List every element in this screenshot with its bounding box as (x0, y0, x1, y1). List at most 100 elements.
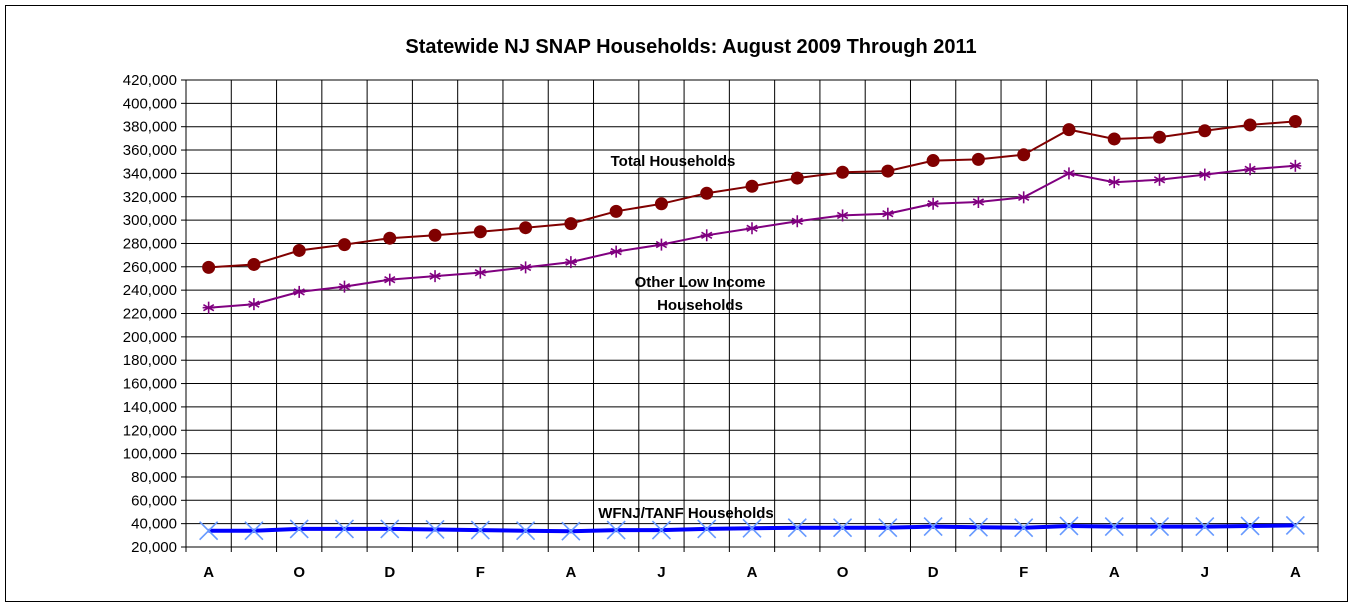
chart-frame (5, 5, 1348, 602)
point-tanf (561, 521, 581, 541)
point-tanf (244, 521, 264, 541)
x-tick-label: J (657, 564, 665, 581)
series-total (202, 114, 1302, 274)
y-tick-label: 60,000 (131, 492, 177, 509)
point-tanf (1149, 517, 1170, 537)
y-tick-label: 80,000 (131, 469, 177, 486)
point-total (1107, 132, 1121, 146)
point-total (428, 228, 442, 242)
y-tick-label: 100,000 (123, 446, 177, 463)
point-other (972, 196, 985, 209)
point-other (791, 215, 804, 228)
y-tick-label: 380,000 (123, 119, 177, 136)
annotation-other-low-income-line2: Households (657, 297, 743, 314)
point-other (655, 238, 668, 251)
point-total (473, 225, 487, 239)
point-tanf (1240, 516, 1260, 536)
point-other (927, 197, 940, 210)
point-tanf (380, 519, 400, 539)
point-other (1108, 176, 1121, 189)
x-tick-label: A (565, 564, 576, 581)
point-tanf (697, 519, 717, 539)
point-tanf (742, 518, 762, 538)
grid (181, 79, 1319, 552)
series-group (199, 114, 1305, 541)
x-tick-label: D (384, 564, 395, 581)
point-other (1289, 159, 1302, 172)
point-tanf (1059, 516, 1079, 536)
series-tanf (199, 515, 1305, 541)
point-tanf (516, 521, 536, 541)
point-tanf (968, 517, 988, 537)
point-total (383, 231, 397, 245)
point-tanf (1285, 515, 1305, 535)
point-other (1153, 173, 1166, 186)
y-tick-label: 360,000 (123, 142, 177, 159)
y-tick-label: 420,000 (123, 72, 177, 89)
y-tick-label: 300,000 (123, 212, 177, 229)
x-tick-label: F (1019, 564, 1028, 581)
y-tick-label: 140,000 (123, 399, 177, 416)
y-tick-label: 200,000 (123, 329, 177, 346)
series-other (202, 159, 1302, 314)
annotation-total-households: Total Households (611, 153, 736, 170)
point-other (610, 245, 623, 258)
y-tick-label: 160,000 (123, 376, 177, 393)
point-tanf (1195, 517, 1215, 537)
point-other (1244, 163, 1257, 176)
point-total (1243, 118, 1257, 132)
point-total (1288, 114, 1302, 128)
point-total (247, 257, 261, 271)
y-axis-ticks: 20,000 40,000 60,000 80,000 100,000 120,000 14… (123, 72, 177, 556)
point-other (338, 280, 351, 293)
point-other (383, 273, 396, 286)
x-tick-label: A (1290, 564, 1301, 581)
y-tick-label: 20,000 (131, 539, 177, 556)
point-tanf (289, 519, 309, 539)
point-other (293, 285, 306, 298)
point-total (519, 221, 533, 235)
point-other (881, 207, 894, 220)
point-total (564, 217, 578, 231)
point-other (836, 209, 849, 222)
point-tanf (1014, 518, 1034, 538)
x-tick-label: A (1109, 564, 1120, 581)
point-tanf (878, 518, 898, 538)
point-total (202, 260, 216, 274)
point-other (564, 256, 577, 269)
point-other (474, 266, 487, 279)
x-tick-label: O (293, 564, 305, 581)
x-tick-label: J (1201, 564, 1209, 581)
point-total (292, 243, 306, 257)
y-tick-label: 40,000 (131, 516, 177, 533)
y-tick-label: 400,000 (123, 95, 177, 112)
point-other (746, 222, 758, 235)
point-other (247, 298, 260, 311)
point-total (609, 204, 623, 218)
point-total (337, 238, 351, 252)
y-tick-label: 340,000 (123, 165, 177, 182)
chart-title: Statewide NJ SNAP Households: August 200… (405, 36, 976, 58)
point-other (1062, 167, 1075, 180)
point-tanf (651, 520, 672, 540)
point-tanf (334, 519, 355, 539)
point-total (1153, 130, 1167, 144)
x-tick-label: A (203, 564, 214, 581)
x-tick-label: F (476, 564, 485, 581)
point-other (1017, 191, 1030, 204)
y-tick-label: 120,000 (123, 422, 177, 439)
point-tanf (832, 518, 853, 538)
y-tick-label: 180,000 (123, 352, 177, 369)
y-tick-label: 320,000 (123, 189, 177, 206)
point-other (1198, 168, 1211, 181)
point-other (700, 229, 713, 242)
point-total (926, 154, 940, 168)
point-total (881, 164, 895, 178)
point-total (790, 171, 804, 185)
y-tick-label: 280,000 (123, 235, 177, 252)
point-total (1198, 124, 1212, 138)
point-total (971, 152, 985, 166)
annotation-wfnj-tanf-households: WFNJ/TANF Households (598, 505, 774, 522)
